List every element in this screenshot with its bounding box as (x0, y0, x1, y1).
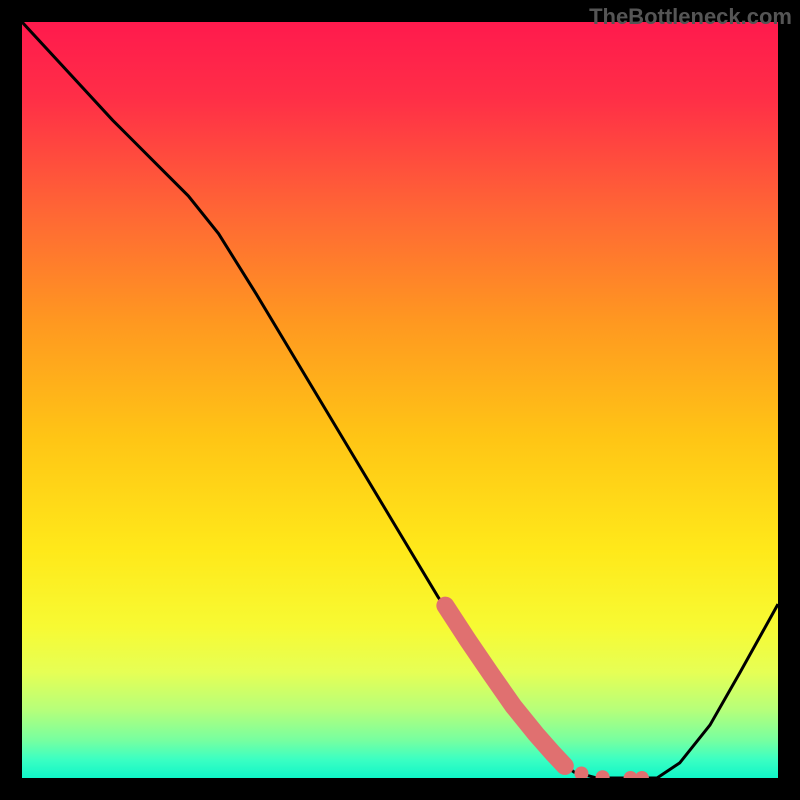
watermark-text: TheBottleneck.com (589, 4, 792, 30)
plot-background-gradient (22, 22, 778, 778)
bottleneck-chart (0, 0, 800, 800)
